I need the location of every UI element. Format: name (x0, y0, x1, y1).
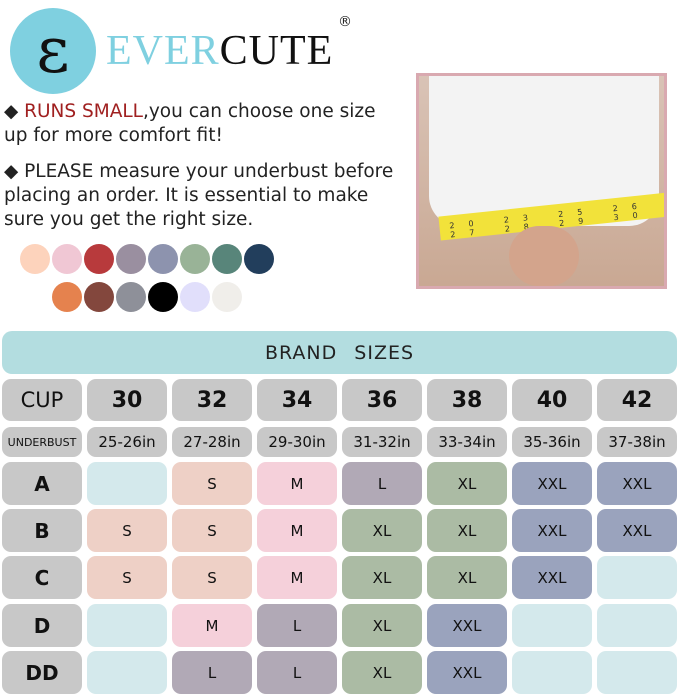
color-swatch[interactable] (84, 282, 114, 312)
size-cell: XXL (597, 509, 677, 552)
note-runs-small: ◆ RUNS SMALL,you can choose one size up … (4, 101, 376, 146)
underbust-range: 25-26in (87, 427, 167, 457)
underbust-range: 37-38in (597, 427, 677, 457)
size-cell: L (257, 651, 337, 694)
product-photo: 20 23 25 26 27 28 29 30 (416, 73, 667, 289)
color-swatch[interactable] (52, 244, 82, 274)
diamond-icon: ◆ (4, 101, 19, 122)
color-swatch[interactable] (116, 244, 146, 274)
size-chart-title: BRAND SIZES (2, 331, 677, 374)
size-cell: M (257, 556, 337, 599)
cup-label: DD (2, 651, 82, 694)
underbust-header: UNDERBUST (2, 427, 82, 457)
size-cell: XL (342, 509, 422, 552)
size-cell (87, 462, 167, 505)
size-cell: S (172, 556, 252, 599)
color-swatch[interactable] (84, 244, 114, 274)
hand (509, 226, 579, 286)
color-swatch[interactable] (116, 282, 146, 312)
size-cell: XXL (512, 462, 592, 505)
underbust-range: 27-28in (172, 427, 252, 457)
size-cell: M (257, 509, 337, 552)
cup-label: C (2, 556, 82, 599)
band-size-header: 42 (597, 379, 677, 421)
size-cell (597, 556, 677, 599)
size-cell (87, 651, 167, 694)
color-swatch[interactable] (20, 244, 50, 274)
size-cell: L (257, 604, 337, 647)
size-cell: L (172, 651, 252, 694)
color-swatch[interactable] (180, 244, 210, 274)
color-swatch[interactable] (148, 282, 178, 312)
size-cell: XL (342, 556, 422, 599)
size-cell: S (172, 462, 252, 505)
size-cell (512, 604, 592, 647)
color-swatch[interactable] (148, 244, 178, 274)
size-cell: L (342, 462, 422, 505)
size-cell (597, 651, 677, 694)
cup-header: CUP (2, 379, 82, 421)
color-swatch[interactable] (212, 244, 242, 274)
size-cell (512, 651, 592, 694)
color-swatch[interactable] (244, 244, 274, 274)
size-cell: XXL (427, 604, 507, 647)
brand-logo: ε EVERCUTE (10, 8, 333, 94)
logo-mark: ε (10, 8, 96, 94)
cup-label: D (2, 604, 82, 647)
size-cell: XXL (597, 462, 677, 505)
note-measure: ◆ PLEASE measure your underbust before p… (4, 161, 394, 230)
underbust-range: 29-30in (257, 427, 337, 457)
size-cell: XL (427, 556, 507, 599)
size-cell: XXL (512, 509, 592, 552)
band-size-header: 36 (342, 379, 422, 421)
size-cell: XL (427, 462, 507, 505)
size-cell: XXL (427, 651, 507, 694)
diamond-icon: ◆ (4, 161, 19, 182)
size-cell: M (257, 462, 337, 505)
color-swatch[interactable] (212, 282, 242, 312)
color-swatch[interactable] (180, 282, 210, 312)
brand-name: EVERCUTE (106, 28, 334, 74)
band-size-header: 30 (87, 379, 167, 421)
size-cell: XL (427, 509, 507, 552)
band-size-header: 34 (257, 379, 337, 421)
registered-mark: ® (338, 14, 352, 30)
underbust-range: 35-36in (512, 427, 592, 457)
size-cell: S (87, 556, 167, 599)
size-cell (87, 604, 167, 647)
band-size-header: 32 (172, 379, 252, 421)
band-size-header: 38 (427, 379, 507, 421)
cup-label: B (2, 509, 82, 552)
underbust-range: 31-32in (342, 427, 422, 457)
size-cell: XL (342, 651, 422, 694)
underbust-range: 33-34in (427, 427, 507, 457)
size-cell: XXL (512, 556, 592, 599)
cup-label: A (2, 462, 82, 505)
size-cell: XL (342, 604, 422, 647)
size-cell: S (172, 509, 252, 552)
size-cell: M (172, 604, 252, 647)
color-swatch[interactable] (52, 282, 82, 312)
size-cell (597, 604, 677, 647)
size-cell: S (87, 509, 167, 552)
band-size-header: 40 (512, 379, 592, 421)
